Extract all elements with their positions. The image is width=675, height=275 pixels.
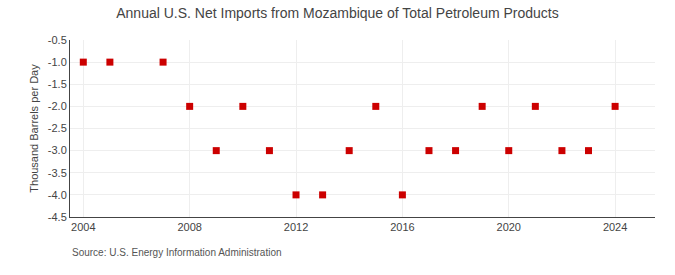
svg-text:Thousand Barrels per Day: Thousand Barrels per Day (28, 64, 40, 193)
svg-text:-1.5: -1.5 (48, 78, 67, 90)
svg-text:-3.0: -3.0 (48, 144, 67, 156)
svg-text:Source: U.S. Energy Informatio: Source: U.S. Energy Information Administ… (72, 247, 282, 258)
svg-text:2016: 2016 (390, 221, 414, 233)
svg-text:2008: 2008 (177, 221, 201, 233)
svg-text:Annual U.S. Net Imports from M: Annual U.S. Net Imports from Mozambique … (116, 5, 559, 21)
svg-text:-4.0: -4.0 (48, 189, 67, 201)
svg-text:-1.0: -1.0 (48, 56, 67, 68)
svg-text:-3.5: -3.5 (48, 167, 67, 179)
svg-text:-0.5: -0.5 (48, 34, 67, 46)
svg-text:2020: 2020 (497, 221, 521, 233)
svg-text:-2.0: -2.0 (48, 100, 67, 112)
svg-text:2004: 2004 (71, 221, 95, 233)
svg-text:2012: 2012 (284, 221, 308, 233)
svg-text:-4.5: -4.5 (48, 211, 67, 223)
svg-text:-2.5: -2.5 (48, 122, 67, 134)
svg-text:2024: 2024 (603, 221, 627, 233)
